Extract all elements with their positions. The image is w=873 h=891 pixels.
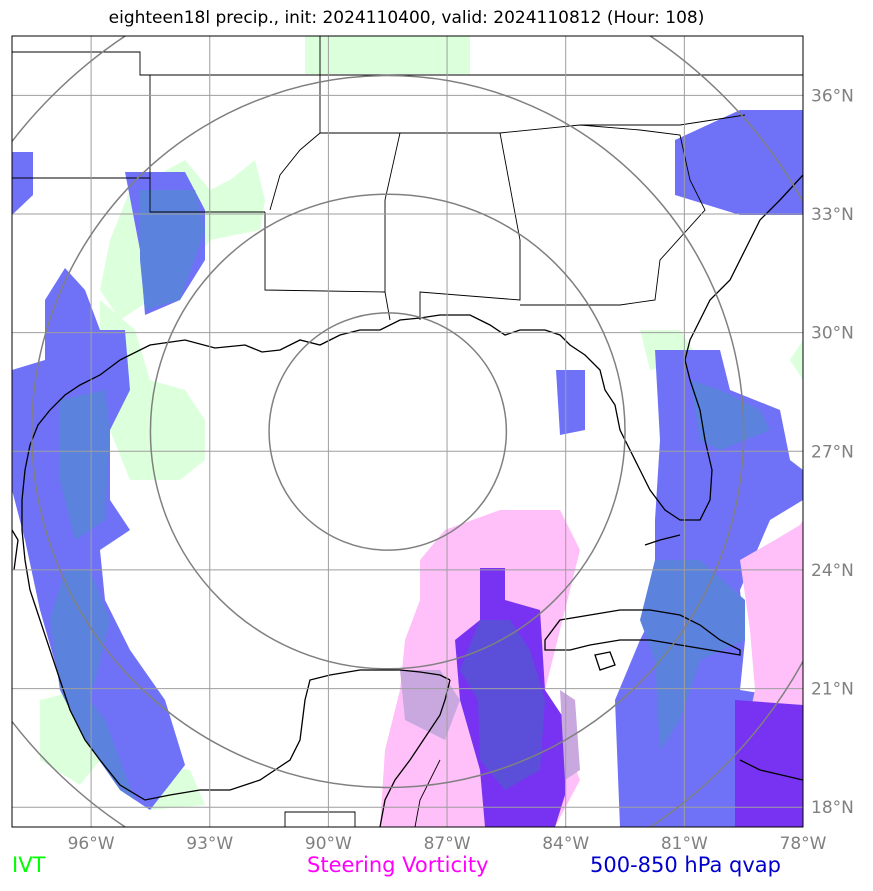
legend-ivt: IVT (12, 853, 46, 877)
lon-tick-label: 93°W (186, 834, 233, 854)
overlap-light-shading (400, 670, 580, 780)
latitude-ticks: 18°N 21°N 24°N 27°N 30°N 33°N 36°N (811, 86, 854, 818)
overlap-shading (460, 620, 545, 790)
lon-tick-label: 78°W (780, 834, 827, 854)
map-title: eighteen18l precip., init: 2024110400, v… (108, 8, 705, 28)
lat-tick-label: 30°N (811, 324, 854, 344)
lon-tick-label: 87°W (424, 834, 471, 854)
qvap-dark-shading (50, 190, 770, 800)
map-layers (12, 36, 803, 827)
lon-tick-label: 96°W (68, 834, 115, 854)
lat-tick-label: 27°N (811, 442, 854, 462)
lat-tick-label: 36°N (811, 86, 854, 106)
lat-tick-label: 21°N (811, 680, 854, 700)
country-borders (284, 759, 441, 827)
lat-tick-label: 33°N (811, 205, 854, 225)
legend-vorticity: Steering Vorticity (307, 853, 489, 877)
legend-qvap: 500-850 hPa qvap (590, 853, 781, 877)
lon-tick-label: 81°W (661, 834, 708, 854)
lat-tick-label: 18°N (811, 798, 854, 818)
state-borders (12, 36, 803, 321)
range-ring (268, 312, 508, 551)
gridlines (12, 36, 804, 827)
longitude-ticks: 96°W 93°W 90°W 87°W 84°W 81°W 78°W (68, 834, 827, 854)
coastlines (12, 174, 803, 827)
range-ring (31, 74, 745, 789)
lat-tick-label: 24°N (811, 561, 854, 581)
range-ring (149, 193, 626, 670)
map-frame (11, 35, 804, 828)
lon-tick-label: 90°W (305, 834, 352, 854)
lon-tick-label: 84°W (542, 834, 589, 854)
